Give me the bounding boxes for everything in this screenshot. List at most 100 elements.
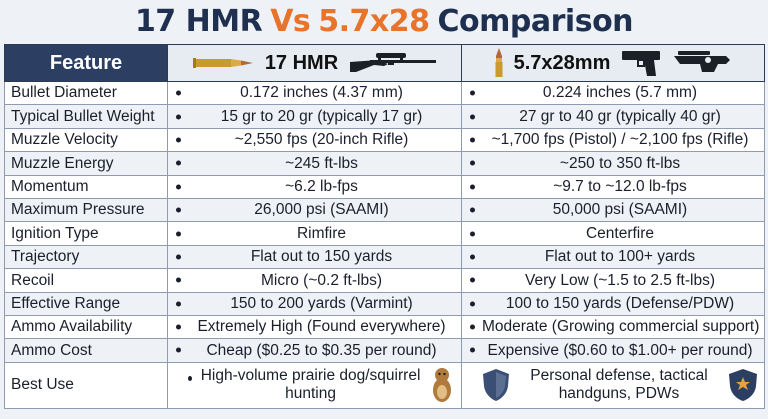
fn-value: ~1,700 fps (Pistol) / ~2,100 fps (Rifle) — [491, 131, 749, 149]
hmr-cell: ~6.2 lb-fps — [167, 174, 462, 199]
fn-cell: 100 to 150 yards (Defense/PDW) — [461, 291, 765, 316]
shield-icon — [483, 369, 509, 402]
table-row: Ammo Cost Cheap ($0.25 to $0.35 per roun… — [4, 338, 765, 363]
bullet-cartridge-icon — [192, 58, 253, 68]
bullet-point-icon — [176, 324, 181, 330]
hmr-cell: 26,000 psi (SAAMI) — [167, 197, 462, 223]
hmr-cell: 150 to 200 yards (Varmint) — [167, 291, 462, 316]
feature-cell: Best Use — [4, 361, 168, 409]
fn-cell: Expensive ($0.60 to $1.00+ per round) — [461, 338, 765, 363]
hmr-value: Cheap ($0.25 to $0.35 per round) — [206, 341, 437, 359]
fn-cell: Flat out to 100+ yards — [461, 244, 765, 270]
fn-cell: ~9.7 to ~12.0 lb-fps — [461, 174, 765, 199]
hmr-value: High-volume prairie dog/squirrel hunting — [200, 367, 421, 403]
comparison-table: Feature 17 HMR — [4, 44, 765, 409]
table-row: Ignition Type Rimfire Centerfire — [4, 221, 765, 246]
hmr-cell: High-volume prairie dog/squirrel hunting — [167, 361, 462, 409]
feature-cell: Bullet Diameter — [4, 80, 168, 106]
pistol-icon — [622, 51, 661, 76]
hmr-cell: 0.172 inches (4.37 mm) — [167, 80, 462, 106]
fn-value: Moderate (Growing commercial support) — [482, 318, 760, 336]
fn-cell: Very Low (~1.5 to 2.5 ft-lbs) — [461, 268, 765, 293]
bullet-point-icon — [188, 375, 193, 381]
table-row: Momentum ~6.2 lb-fps ~9.7 to ~12.0 lb-fp… — [4, 174, 765, 199]
bullet-cartridge-icon — [495, 48, 503, 77]
hmr-value: ~2,550 fps (20-inch Rifle) — [234, 131, 409, 149]
bullet-point-icon — [176, 184, 181, 190]
fn-cell: ~250 to 350 ft-lbs — [461, 151, 765, 176]
hmr-cell: Rimfire — [167, 221, 462, 246]
title-part-3: Comparison — [437, 3, 634, 39]
feature-cell: Muzzle Velocity — [4, 127, 168, 153]
hmr-cell: 15 gr to 20 gr (typically 17 gr) — [167, 104, 462, 129]
fn-column-label: 5.7x28mm — [513, 51, 611, 74]
fn-cell: 0.224 inches (5.7 mm) — [461, 80, 765, 106]
fn-cell: 27 gr to 40 gr (typically 40 gr) — [461, 104, 765, 129]
fn-value: ~250 to 350 ft-lbs — [559, 154, 681, 172]
feature-cell: Effective Range — [4, 291, 168, 316]
bullet-point-icon — [470, 114, 475, 120]
fn-cell: 50,000 psi (SAAMI) — [461, 197, 765, 223]
feature-cell: Muzzle Energy — [4, 151, 168, 176]
bullet-point-icon — [176, 160, 181, 166]
hmr-column-header: 17 HMR — [167, 44, 462, 82]
fn-cell: ~1,700 fps (Pistol) / ~2,100 fps (Rifle) — [461, 127, 765, 153]
fn-value: Expensive ($0.60 to $1.00+ per round) — [487, 341, 753, 359]
fn-cell: Moderate (Growing commercial support) — [461, 314, 765, 340]
hmr-value: 150 to 200 yards (Varmint) — [230, 294, 413, 312]
feature-cell: Maximum Pressure — [4, 197, 168, 223]
bullet-point-icon — [176, 301, 181, 307]
hmr-value: ~6.2 lb-fps — [285, 178, 358, 195]
table-row: Recoil Micro (~0.2 ft-lbs) Very Low (~1.… — [4, 268, 765, 293]
bullet-point-icon — [470, 160, 475, 166]
hmr-value: 15 gr to 20 gr (typically 17 gr) — [220, 107, 423, 125]
fn-value: 50,000 psi (SAAMI) — [552, 201, 688, 219]
bullet-point-icon — [470, 347, 475, 353]
hmr-value: Flat out to 150 yards — [250, 248, 393, 266]
fn-value: 100 to 150 yards (Defense/PDW) — [505, 294, 735, 312]
feature-cell: Recoil — [4, 268, 168, 293]
hmr-value: 0.172 inches (4.37 mm) — [240, 84, 403, 102]
table-row: Muzzle Energy ~245 ft-lbs ~250 to 350 ft… — [4, 151, 765, 176]
feature-cell: Trajectory — [4, 244, 168, 270]
bullet-point-icon — [470, 137, 475, 143]
fn-cell: Personal defense, tactical handguns, PDW… — [461, 361, 765, 409]
fn-value: Centerfire — [585, 224, 655, 242]
hmr-value: Rimfire — [296, 224, 347, 242]
feature-cell: Ammo Availability — [4, 314, 168, 340]
hmr-value: 26,000 psi (SAAMI) — [254, 201, 389, 219]
table-header-row: Feature 17 HMR — [4, 44, 765, 82]
fn-value: Very Low (~1.5 to 2.5 ft-lbs) — [525, 271, 715, 289]
hmr-cell: Micro (~0.2 ft-lbs) — [167, 268, 462, 293]
table-row: Effective Range 150 to 200 yards (Varmin… — [4, 291, 765, 316]
hmr-cell: Cheap ($0.25 to $0.35 per round) — [167, 338, 462, 363]
hmr-column-label: 17 HMR — [264, 51, 339, 74]
hmr-cell: ~245 ft-lbs — [167, 151, 462, 176]
bullet-point-icon — [176, 231, 181, 237]
table-row: Trajectory Flat out to 150 yards Flat ou… — [4, 244, 765, 270]
bullet-point-icon — [470, 254, 475, 260]
bullet-point-icon — [176, 207, 181, 213]
prairie-dog-icon — [433, 368, 451, 403]
fn-value: ~9.7 to ~12.0 lb-fps — [553, 178, 687, 195]
table-row: Typical Bullet Weight 15 gr to 20 gr (ty… — [4, 104, 765, 129]
fn-cell: Centerfire — [461, 221, 765, 246]
feature-cell: Ammo Cost — [4, 338, 168, 363]
fn-value: 0.224 inches (5.7 mm) — [542, 84, 698, 102]
police-badge-shield-icon — [729, 369, 757, 402]
table-row: Ammo Availability Extremely High (Found … — [4, 314, 765, 340]
bullet-point-icon — [470, 184, 475, 190]
hmr-cell: Extremely High (Found everywhere) — [167, 314, 462, 340]
feature-cell: Ignition Type — [4, 221, 168, 246]
title-part-1: 17 HMR — [134, 3, 263, 39]
fn-value: Flat out to 100+ yards — [544, 248, 696, 266]
hmr-value: ~245 ft-lbs — [285, 154, 358, 172]
hmr-cell: ~2,550 fps (20-inch Rifle) — [167, 127, 462, 153]
bullet-point-icon — [470, 301, 475, 307]
table-row: Muzzle Velocity ~2,550 fps (20-inch Rifl… — [4, 127, 765, 153]
feature-column-header: Feature — [4, 44, 168, 82]
table-row-best-use: Best Use High-volume prairie dog/squirrel… — [4, 361, 765, 409]
bullet-point-icon — [470, 324, 475, 330]
fn-value: Personal defense, tactical handguns, PDW… — [530, 367, 708, 403]
table-row: Maximum Pressure 26,000 psi (SAAMI) 50,0… — [4, 197, 765, 223]
